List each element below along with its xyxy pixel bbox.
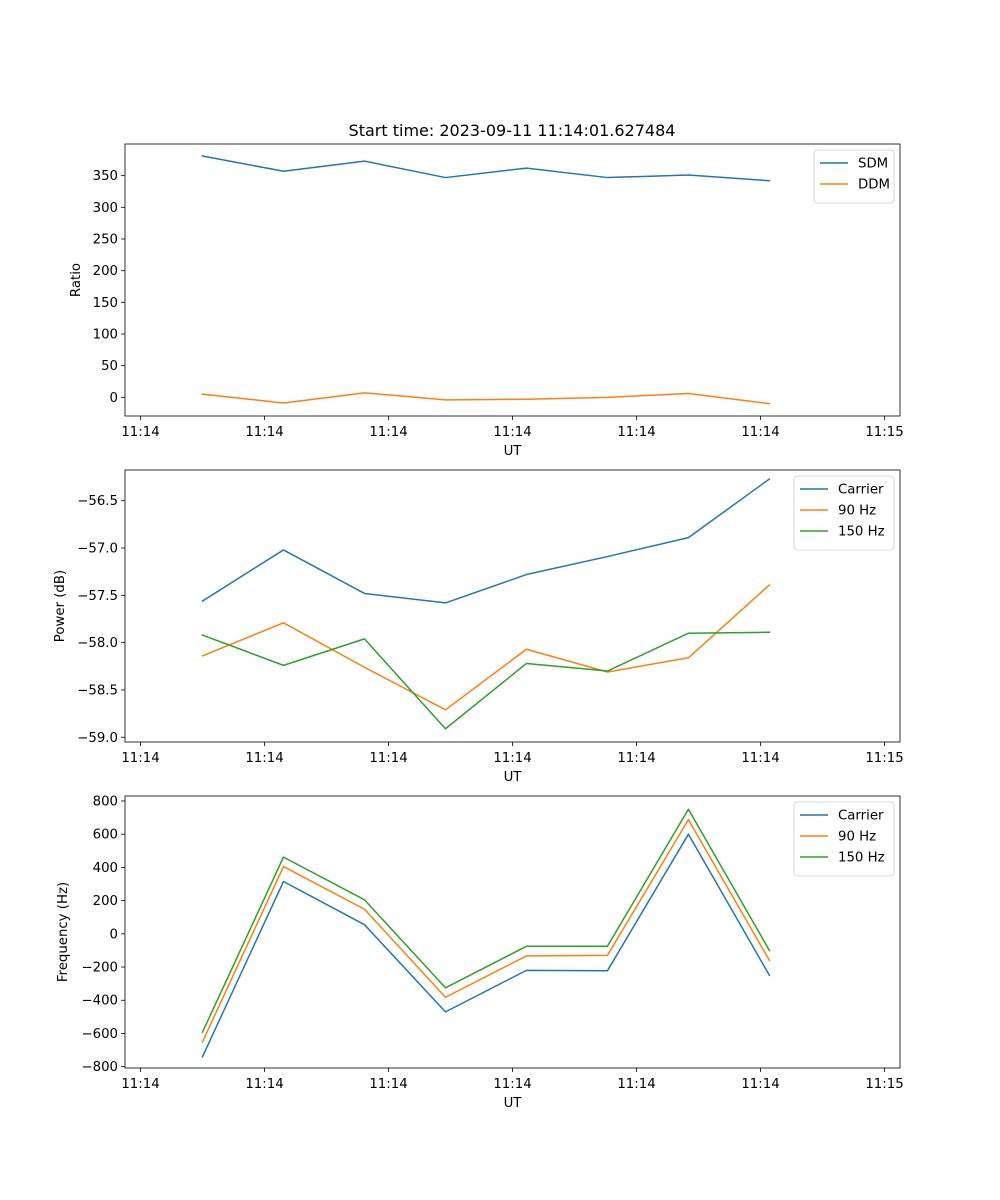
x-tick-label: 11:14 bbox=[369, 751, 407, 766]
x-tick-label: 11:14 bbox=[617, 425, 655, 440]
x-tick-label: 11:14 bbox=[369, 1077, 407, 1092]
y-tick-label: −56.5 bbox=[77, 494, 118, 509]
x-tick-label: 11:14 bbox=[617, 751, 655, 766]
y-tick-label: −57.0 bbox=[77, 542, 118, 557]
x-axis-label: UT bbox=[504, 1096, 523, 1111]
y-tick-label: 200 bbox=[93, 894, 118, 909]
y-tick-label: 150 bbox=[93, 296, 118, 311]
y-tick-label: 300 bbox=[93, 201, 118, 216]
y-axis-label: Power (dB) bbox=[53, 570, 68, 642]
legend-entry: 150 Hz bbox=[838, 525, 885, 540]
y-tick-label: −800 bbox=[81, 1060, 118, 1075]
y-tick-label: −400 bbox=[81, 994, 118, 1009]
x-tick-label: 11:14 bbox=[245, 1077, 283, 1092]
series-line-150-hz bbox=[201, 808, 771, 1034]
legend-entry: 90 Hz bbox=[838, 504, 876, 519]
y-tick-label: 400 bbox=[93, 861, 118, 876]
x-tick-label: 11:14 bbox=[121, 425, 159, 440]
legend-entry: SDM bbox=[858, 157, 888, 172]
x-tick-label: 11:14 bbox=[121, 1077, 159, 1092]
y-axis-label: Frequency (Hz) bbox=[56, 882, 71, 982]
legend: SDM DDM bbox=[813, 149, 895, 204]
x-tick-label: 11:14 bbox=[741, 425, 779, 440]
y-tick-label: −600 bbox=[81, 1027, 118, 1042]
y-tick-label: 600 bbox=[93, 828, 118, 843]
chart-title: Start time: 2023-09-11 11:14:01.627484 bbox=[349, 121, 676, 140]
legend-entry: DDM bbox=[858, 178, 890, 193]
series-line-ddm bbox=[201, 392, 771, 405]
y-tick-label: 100 bbox=[93, 327, 118, 342]
x-tick-label: 11:14 bbox=[741, 1077, 779, 1092]
y-tick-label: 0 bbox=[110, 927, 118, 942]
y-tick-label: 800 bbox=[93, 794, 118, 809]
series-line-sdm bbox=[201, 155, 771, 182]
panel-3: 11:14 11:14 11:14 11:14 11:14 11:14 11:15 −800 −… bbox=[56, 794, 904, 1111]
legend-entry: Carrier bbox=[838, 809, 884, 824]
x-tick-label: 11:14 bbox=[121, 751, 159, 766]
x-tick-label: 11:14 bbox=[369, 425, 407, 440]
panel-2: 11:14 11:14 11:14 11:14 11:14 11:14 11:15 −59.0… bbox=[53, 469, 904, 785]
x-tick-label: 11:14 bbox=[245, 425, 283, 440]
series-line-90-hz bbox=[201, 583, 771, 711]
legend-entry: Carrier bbox=[838, 483, 884, 498]
y-tick-label: 200 bbox=[93, 264, 118, 279]
y-tick-label: 50 bbox=[101, 359, 118, 374]
x-axis-label: UT bbox=[504, 770, 523, 785]
series-line-carrier bbox=[201, 833, 771, 1058]
y-tick-label: −57.5 bbox=[77, 589, 118, 604]
y-tick-label: 250 bbox=[93, 232, 118, 247]
x-tick-label: 11:15 bbox=[865, 751, 903, 766]
x-tick-label: 11:14 bbox=[741, 751, 779, 766]
x-tick-label: 11:15 bbox=[865, 425, 903, 440]
legend: Carrier 90 Hz 150 Hz bbox=[793, 475, 895, 551]
panel-1: 11:14 11:14 11:14 11:14 11:14 11:14 11:15 0 50 10… bbox=[69, 143, 904, 459]
x-tick-label: 11:15 bbox=[865, 1077, 903, 1092]
y-tick-label: −59.0 bbox=[77, 731, 118, 746]
y-axis-label: Ratio bbox=[69, 263, 84, 297]
legend-entry: 90 Hz bbox=[838, 830, 876, 845]
legend-entry: 150 Hz bbox=[838, 851, 885, 866]
x-tick-label: 11:14 bbox=[245, 751, 283, 766]
x-tick-label: 11:14 bbox=[493, 751, 531, 766]
legend: Carrier 90 Hz 150 Hz bbox=[793, 801, 895, 877]
y-tick-label: −200 bbox=[81, 961, 118, 976]
series-line-90-hz bbox=[201, 818, 771, 1043]
series-line-carrier bbox=[201, 477, 771, 604]
x-axis-label: UT bbox=[504, 444, 523, 459]
y-tick-label: 0 bbox=[110, 391, 118, 406]
y-tick-label: 350 bbox=[93, 169, 118, 184]
series-line-150-hz bbox=[201, 631, 771, 730]
x-tick-label: 11:14 bbox=[493, 1077, 531, 1092]
x-tick-label: 11:14 bbox=[617, 1077, 655, 1092]
x-tick-label: 11:14 bbox=[493, 425, 531, 440]
y-tick-label: −58.0 bbox=[77, 636, 118, 651]
y-tick-label: −58.5 bbox=[77, 683, 118, 698]
